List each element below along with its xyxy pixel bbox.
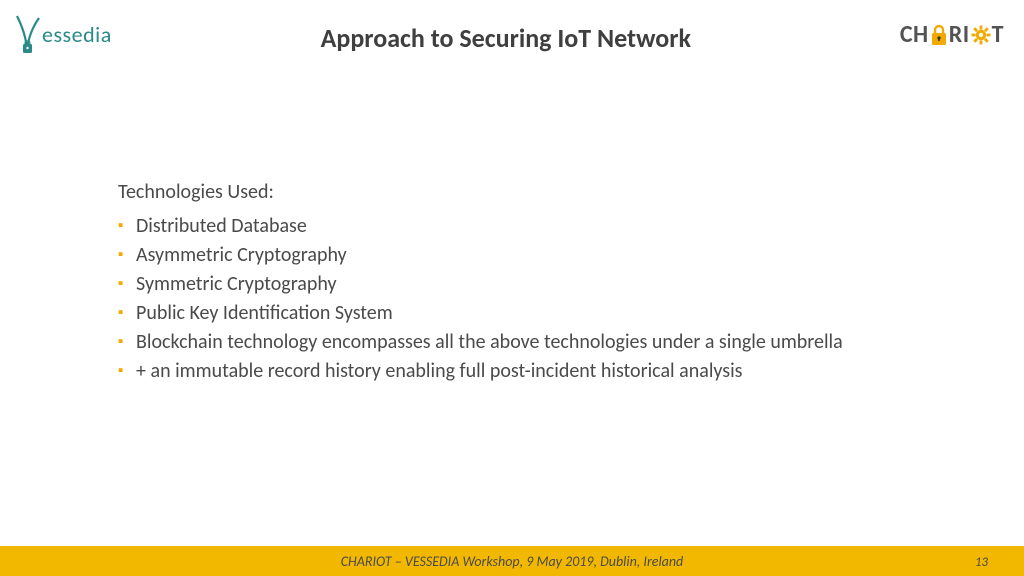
slide-footer: CHARIOT – VESSEDIA Workshop, 9 May 2019,… xyxy=(0,546,1024,576)
bullet-list: Distributed Database Asymmetric Cryptogr… xyxy=(118,212,1024,386)
vessedia-mark-icon xyxy=(14,14,40,54)
list-item: Asymmetric Cryptography xyxy=(118,241,1024,270)
slide-title: Approach to Securing IoT Network xyxy=(112,14,900,54)
slide-body: Technologies Used: Distributed Database … xyxy=(0,70,1024,386)
lock-icon xyxy=(930,24,948,46)
section-label: Technologies Used: xyxy=(118,180,1024,204)
list-item: Symmetric Cryptography xyxy=(118,270,1024,299)
vessedia-logo: essedia xyxy=(14,14,112,54)
list-item: + an immutable record history enabling f… xyxy=(118,357,1024,386)
slide-header: essedia Approach to Securing IoT Network… xyxy=(0,0,1024,70)
chariot-logo: CH RI xyxy=(900,14,1004,49)
chariot-text-part2: RI xyxy=(949,20,970,49)
vessedia-text: essedia xyxy=(42,21,112,48)
gear-icon xyxy=(971,25,991,45)
list-item: Blockchain technology encompasses all th… xyxy=(118,328,1024,357)
chariot-text-part3: T xyxy=(992,20,1004,49)
list-item: Distributed Database xyxy=(118,212,1024,241)
footer-text: CHARIOT – VESSEDIA Workshop, 9 May 2019,… xyxy=(341,553,684,570)
chariot-text-part1: CH xyxy=(900,20,929,49)
list-item: Public Key Identification System xyxy=(118,299,1024,328)
page-number: 13 xyxy=(975,555,988,570)
